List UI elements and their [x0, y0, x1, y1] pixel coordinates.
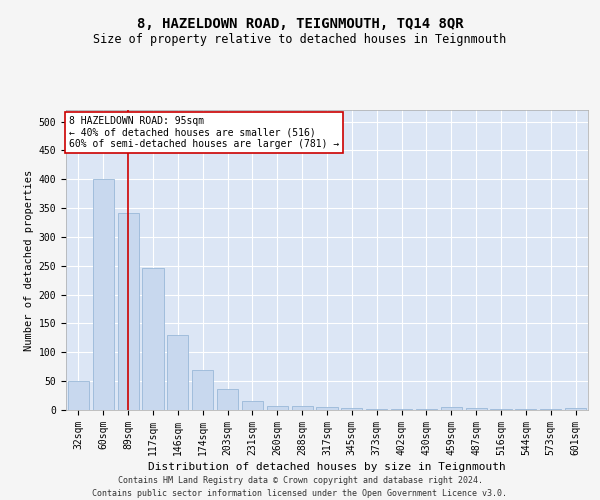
Text: Size of property relative to detached houses in Teignmouth: Size of property relative to detached ho… — [94, 32, 506, 46]
Bar — [217, 389, 238, 410]
X-axis label: Distribution of detached houses by size in Teignmouth: Distribution of detached houses by size … — [148, 462, 506, 472]
Bar — [441, 407, 462, 410]
Bar — [68, 381, 89, 410]
Bar — [267, 406, 288, 410]
Bar — [192, 370, 213, 410]
Bar — [167, 335, 188, 410]
Bar — [316, 407, 338, 410]
Bar — [142, 268, 164, 410]
Bar — [93, 179, 114, 410]
Text: 8, HAZELDOWN ROAD, TEIGNMOUTH, TQ14 8QR: 8, HAZELDOWN ROAD, TEIGNMOUTH, TQ14 8QR — [137, 18, 463, 32]
Bar — [292, 406, 313, 410]
Bar — [341, 408, 362, 410]
Bar — [366, 409, 387, 410]
Y-axis label: Number of detached properties: Number of detached properties — [25, 170, 34, 350]
Bar — [242, 401, 263, 410]
Bar — [118, 212, 139, 410]
Bar — [466, 408, 487, 410]
Text: 8 HAZELDOWN ROAD: 95sqm
← 40% of detached houses are smaller (516)
60% of semi-d: 8 HAZELDOWN ROAD: 95sqm ← 40% of detache… — [68, 116, 339, 149]
Text: Contains HM Land Registry data © Crown copyright and database right 2024.
Contai: Contains HM Land Registry data © Crown c… — [92, 476, 508, 498]
Bar — [565, 408, 586, 410]
